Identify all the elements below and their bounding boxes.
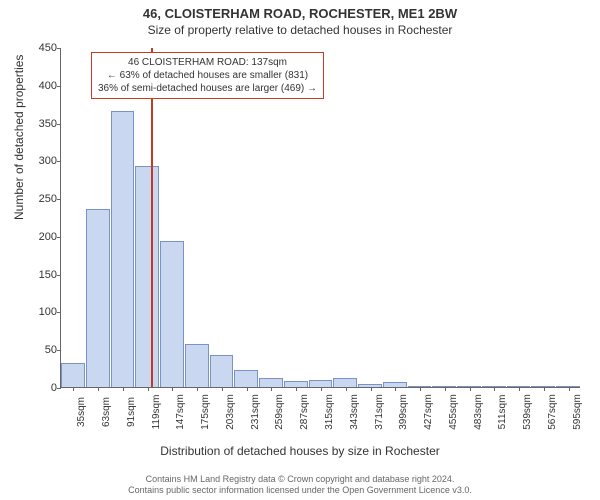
x-tick-label: 483sqm	[473, 394, 484, 430]
y-tick-mark	[57, 275, 61, 276]
y-tick-mark	[57, 350, 61, 351]
x-tick-label: 287sqm	[299, 394, 310, 430]
x-tick-mark	[148, 387, 149, 391]
x-tick-label: 35sqm	[76, 397, 87, 427]
x-tick-label: 91sqm	[126, 397, 137, 427]
page-title: 46, CLOISTERHAM ROAD, ROCHESTER, ME1 2BW	[0, 6, 600, 21]
x-tick-mark	[98, 387, 99, 391]
x-tick-mark	[519, 387, 520, 391]
x-tick-label: 455sqm	[448, 394, 459, 430]
histogram-bar	[61, 363, 85, 387]
histogram-bar	[234, 370, 258, 387]
footer-line: Contains public sector information licen…	[0, 485, 600, 496]
histogram-bar	[259, 378, 283, 387]
x-tick-label: 315sqm	[324, 394, 335, 430]
y-tick-label: 0	[23, 382, 57, 394]
x-tick-mark	[271, 387, 272, 391]
x-tick-mark	[172, 387, 173, 391]
x-tick-mark	[445, 387, 446, 391]
x-axis-label: Distribution of detached houses by size …	[0, 444, 600, 458]
x-tick-label: 259sqm	[274, 394, 285, 430]
annotation-line: ← 63% of detached houses are smaller (83…	[98, 69, 317, 82]
reference-annotation: 46 CLOISTERHAM ROAD: 137sqm ← 63% of det…	[91, 52, 324, 99]
x-tick-mark	[222, 387, 223, 391]
y-tick-label: 200	[23, 231, 57, 243]
y-tick-mark	[57, 86, 61, 87]
y-tick-mark	[57, 388, 61, 389]
y-tick-label: 450	[23, 42, 57, 54]
x-tick-mark	[346, 387, 347, 391]
x-tick-mark	[371, 387, 372, 391]
y-tick-label: 50	[23, 344, 57, 356]
x-tick-label: 63sqm	[101, 397, 112, 427]
x-tick-label: 231sqm	[250, 394, 261, 430]
x-tick-mark	[197, 387, 198, 391]
x-tick-label: 203sqm	[225, 394, 236, 430]
x-tick-label: 399sqm	[398, 394, 409, 430]
histogram-bar	[309, 380, 333, 387]
y-tick-mark	[57, 237, 61, 238]
x-tick-label: 147sqm	[175, 394, 186, 430]
x-tick-mark	[73, 387, 74, 391]
x-tick-label: 119sqm	[151, 395, 162, 430]
x-tick-label: 567sqm	[547, 394, 558, 430]
x-tick-mark	[321, 387, 322, 391]
plot-region: 05010015020025030035040045035sqm63sqm91s…	[60, 48, 580, 388]
y-tick-mark	[57, 312, 61, 313]
y-tick-label: 100	[23, 306, 57, 318]
y-tick-mark	[57, 48, 61, 49]
histogram-bar	[160, 241, 184, 387]
x-tick-label: 427sqm	[423, 394, 434, 430]
page-subtitle: Size of property relative to detached ho…	[0, 23, 600, 37]
y-tick-label: 300	[23, 155, 57, 167]
x-tick-label: 371sqm	[374, 394, 385, 430]
y-tick-label: 150	[23, 269, 57, 281]
x-tick-mark	[296, 387, 297, 391]
x-tick-mark	[123, 387, 124, 391]
histogram-bar	[210, 355, 234, 387]
x-tick-mark	[395, 387, 396, 391]
x-tick-mark	[247, 387, 248, 391]
histogram-bar	[333, 378, 357, 387]
y-tick-mark	[57, 199, 61, 200]
x-tick-label: 539sqm	[522, 394, 533, 430]
annotation-line: 36% of semi-detached houses are larger (…	[98, 82, 317, 95]
y-tick-mark	[57, 161, 61, 162]
histogram-bar	[86, 209, 110, 387]
x-tick-mark	[470, 387, 471, 391]
y-tick-label: 350	[23, 118, 57, 130]
x-tick-mark	[544, 387, 545, 391]
x-tick-mark	[569, 387, 570, 391]
histogram-bar	[111, 111, 135, 387]
histogram-bar	[185, 344, 209, 387]
x-tick-label: 343sqm	[349, 394, 360, 430]
x-tick-mark	[420, 387, 421, 391]
x-tick-label: 595sqm	[572, 394, 583, 430]
x-tick-mark	[494, 387, 495, 391]
y-tick-mark	[57, 124, 61, 125]
chart-area: 05010015020025030035040045035sqm63sqm91s…	[60, 48, 580, 418]
x-tick-label: 175sqm	[200, 394, 211, 430]
y-tick-label: 400	[23, 80, 57, 92]
x-tick-label: 511sqm	[497, 395, 508, 430]
y-tick-label: 250	[23, 193, 57, 205]
footer-line: Contains HM Land Registry data © Crown c…	[0, 474, 600, 485]
histogram-bar	[135, 166, 159, 387]
annotation-line: 46 CLOISTERHAM ROAD: 137sqm	[98, 56, 317, 69]
footer-attribution: Contains HM Land Registry data © Crown c…	[0, 474, 600, 497]
